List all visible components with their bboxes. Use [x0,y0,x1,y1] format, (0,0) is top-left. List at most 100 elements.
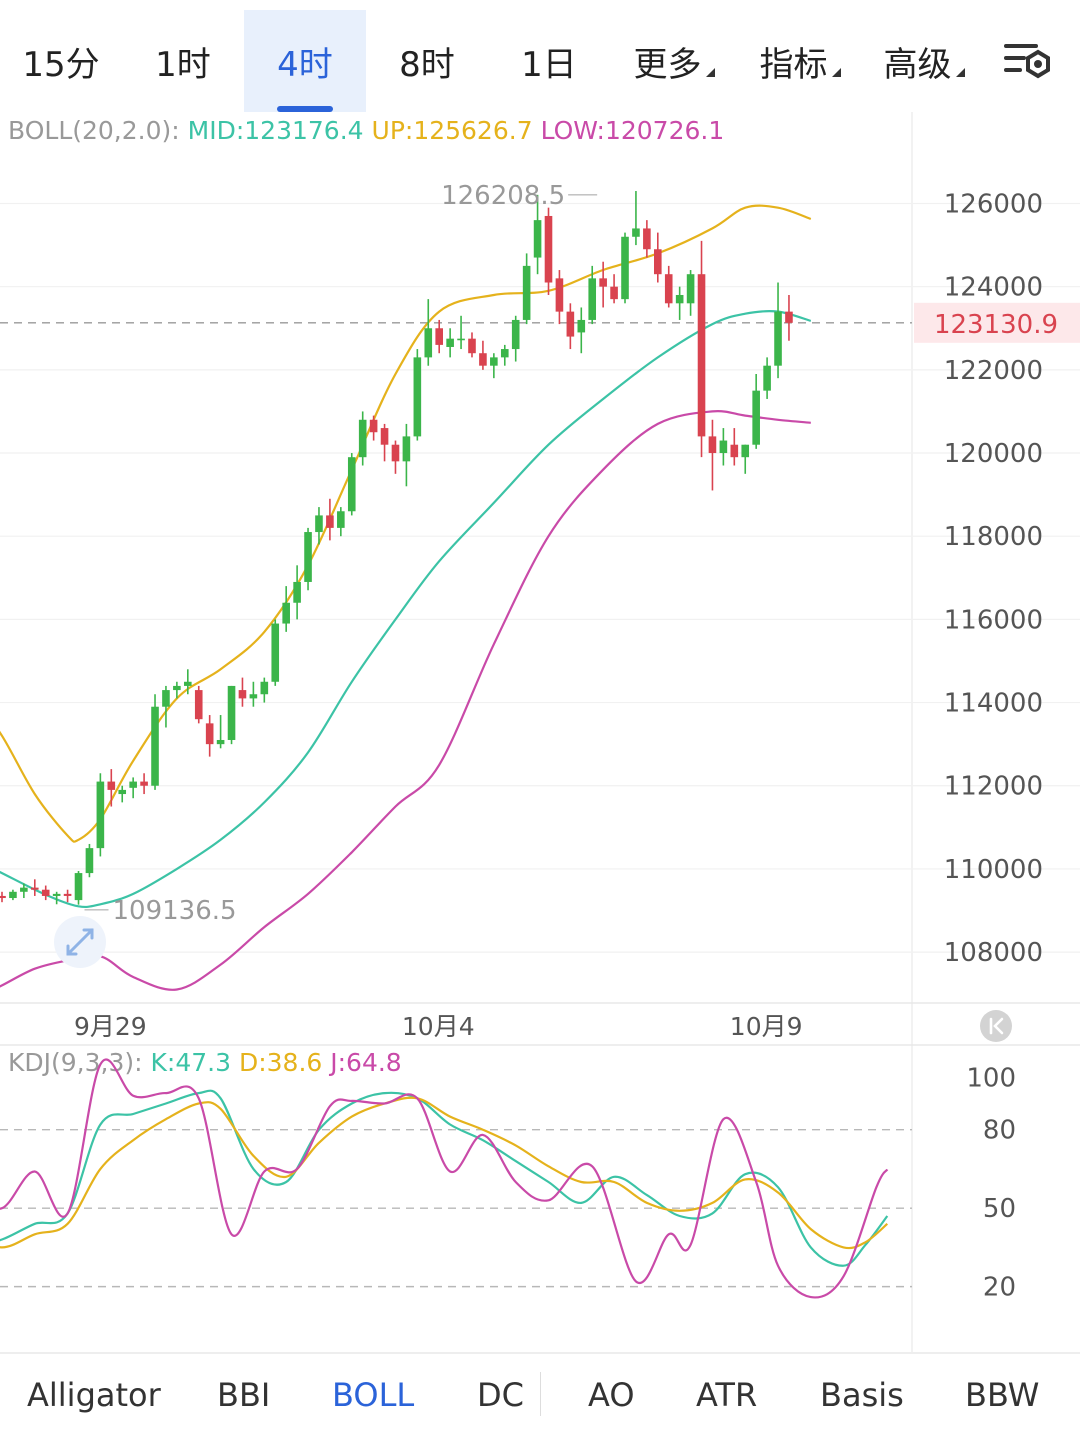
candle-body [162,690,170,707]
boll-mid-line [0,310,812,909]
candle-body [457,338,465,341]
candle-body [577,319,586,333]
candle-body [271,623,280,682]
candle-body [544,215,553,283]
candle-body [380,428,389,445]
candle-body [140,781,148,786]
kdj-tick-label: 50 [983,1194,1016,1224]
kdj-legend: KDJ(9,3,3): K:47.3 D:38.6 J:64.8 [8,1048,402,1077]
price-tick-label: 116000 [944,605,1043,635]
candle-body [708,436,717,454]
high-marker-label: 126208.5 [441,181,565,211]
price-tick-label: 108000 [944,938,1043,968]
candle-body [0,895,6,899]
price-tick-label: 110000 [944,855,1043,885]
candle-body [107,781,116,790]
candle-body [41,889,50,896]
candle-body [664,274,673,304]
indicator-tab[interactable]: BBI [217,1376,271,1414]
price-tick-label: 124000 [944,273,1043,303]
candle-body [293,581,301,603]
timeframe-tab[interactable]: 1时 [122,10,244,112]
kdj-legend-j: J:64.8 [330,1048,402,1077]
candle-body [63,893,72,896]
price-tick-label: 126000 [944,189,1043,219]
low-marker-label: 109136.5 [113,896,237,926]
boll-legend-up: UP:125626.7 [371,116,533,145]
kdj-d-line [0,1096,889,1250]
kdj-tick-label: 100 [966,1063,1016,1093]
boll-legend-mid: MID:123176.4 [187,116,364,145]
candle-body [315,515,323,533]
kdj-j-line [0,1058,889,1299]
price-tick-label: 120000 [944,439,1043,469]
timeframe-tab[interactable]: 1日 [488,10,610,112]
candle-body [730,444,739,458]
candle-body [358,419,367,458]
candle-body [52,893,61,896]
candle-body [643,228,651,250]
timeframe-tab[interactable]: 4时 [244,10,366,112]
candle-body [30,887,39,890]
date-label: 10月9 [730,1012,803,1041]
indicator-tab[interactable]: ATR [696,1376,758,1414]
timeframe-tab-label: 更多 [633,44,702,85]
price-tick-label: 114000 [944,689,1043,719]
candle-body [719,440,728,454]
candle-body [599,278,607,287]
candle-body [555,278,564,312]
candle-body [227,685,236,740]
timeframe-tab[interactable]: 15分 [0,10,122,112]
candle-body [129,781,137,788]
boll-legend: BOLL(20,2.0): MID:123176.4 UP:125626.7 L… [8,116,724,145]
current-price-tag [914,302,1080,343]
candle-body [697,274,706,437]
indicator-tab[interactable]: DC [477,1376,524,1414]
candle-body [282,602,290,624]
kdj-legend-name: KDJ(9,3,3): [8,1048,143,1077]
timeframe-tab[interactable]: 8时 [366,10,488,112]
candle-body [402,436,411,462]
candle-body [774,311,782,366]
price-tick-label: 112000 [944,772,1043,802]
jump-latest-icon[interactable] [989,1017,1004,1035]
candle-body [479,353,487,366]
timeframe-tab-label: 4时 [277,44,333,85]
candle-body [686,274,695,304]
date-label: 9月29 [74,1012,147,1041]
candle-body [621,236,629,300]
price-chart[interactable]: 126000 124000 122000 120000 118000 116000 1140… [0,0,1080,1354]
indicator-tab[interactable]: Alligator [27,1376,161,1414]
timeframe-tab[interactable]: 更多 [610,10,738,112]
tab-divider [540,1372,541,1416]
timeframe-tab[interactable]: 指标 [738,10,862,112]
timeframe-tab-label: 8时 [399,44,455,85]
candle-body [511,319,520,350]
chart-settings-icon[interactable] [1000,38,1058,86]
candle-body [763,365,771,391]
indicator-tab[interactable]: BOLL [332,1376,415,1414]
candle-body [347,457,356,512]
timeframe-tab-label: 高级 [883,44,952,85]
candle-body [533,220,542,258]
candle-body [435,328,443,345]
candle-body [96,781,105,849]
candle-body [391,444,400,462]
indicator-tab[interactable]: AO [588,1376,635,1414]
candle-body [20,887,28,892]
boll-legend-low: LOW:120726.1 [540,116,725,145]
dropdown-caret-icon [831,67,841,77]
candle-body [260,681,269,695]
candle-body [184,681,192,686]
candle-body [249,694,258,699]
indicator-tab[interactable]: Basis [820,1376,904,1414]
candle-body [752,390,760,445]
indicator-tab[interactable]: BBW [965,1376,1040,1414]
current-price-label: 123130.9 [934,310,1058,340]
candle-body [151,706,159,786]
candle-body [741,444,750,458]
timeframe-tab[interactable]: 高级 [862,10,986,112]
candle-body [326,515,334,528]
candle-body [85,848,94,874]
expand-icon[interactable] [66,928,94,956]
